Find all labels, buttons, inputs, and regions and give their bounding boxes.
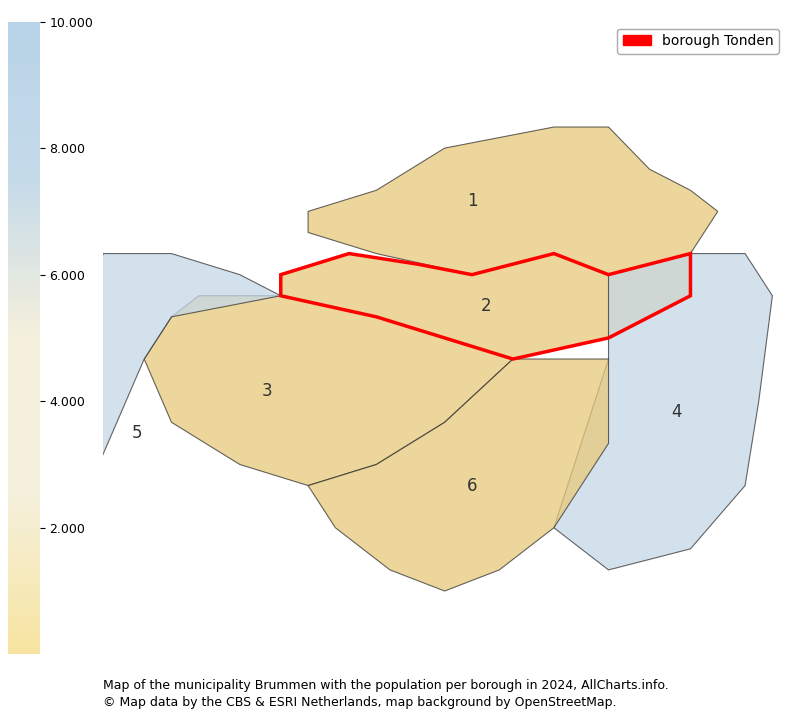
Text: 4: 4	[672, 403, 682, 421]
Polygon shape	[62, 254, 281, 612]
Text: 2: 2	[480, 297, 491, 316]
Polygon shape	[308, 359, 608, 591]
Text: 3: 3	[262, 382, 272, 400]
Polygon shape	[554, 254, 773, 570]
Text: 5: 5	[132, 423, 143, 442]
Legend: borough Tonden: borough Tonden	[618, 29, 779, 54]
Polygon shape	[281, 254, 691, 359]
Text: 1: 1	[467, 192, 477, 210]
Text: © Map data by the CBS & ESRI Netherlands, map background by OpenStreetMap.: © Map data by the CBS & ESRI Netherlands…	[103, 696, 617, 709]
Polygon shape	[308, 127, 718, 275]
Polygon shape	[145, 296, 513, 485]
Text: Map of the municipality Brummen with the population per borough in 2024, AllChar: Map of the municipality Brummen with the…	[103, 679, 669, 692]
Text: 6: 6	[467, 477, 477, 495]
